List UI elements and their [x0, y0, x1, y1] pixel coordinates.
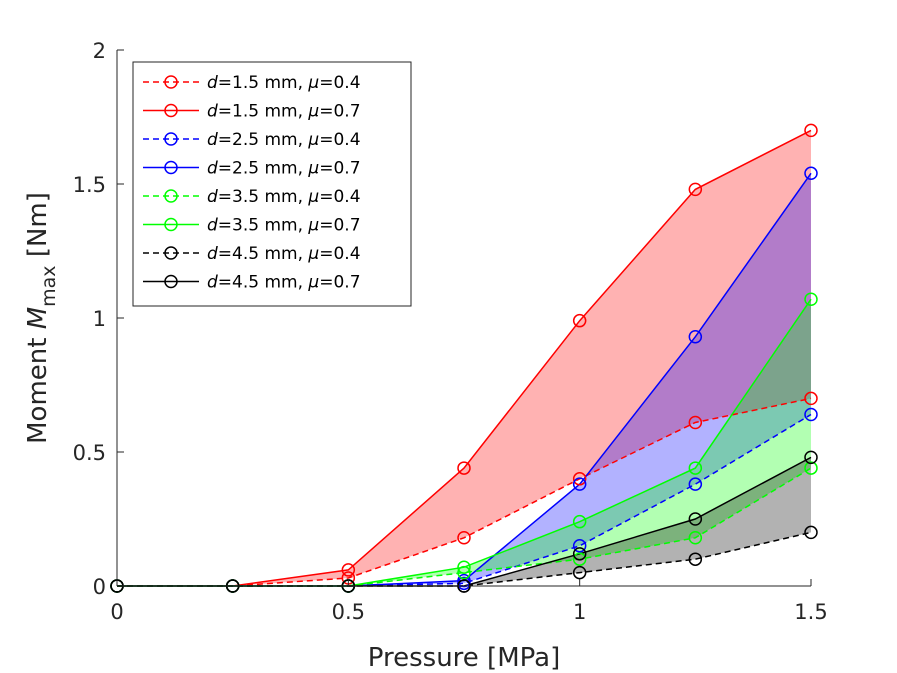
y-tick-label: 2 [93, 39, 106, 63]
series-1-point-6 [804, 123, 818, 138]
series-1-point-4 [572, 313, 587, 328]
legend-entry-2: d=2.5 mm, μ=0.4 [143, 130, 361, 150]
series-6-point-5 [688, 552, 703, 566]
legend-label-4: d=3.5 mm, μ=0.4 [207, 187, 361, 207]
axes: 0 0.5 1 1.5 0 0.5 1 1.5 2 Pressure [MPa] Moment Mm… [23, 39, 828, 673]
y-axis-label: Moment Mmax [Nm] [23, 192, 60, 444]
series-3-point-6 [804, 166, 818, 181]
x-tick-label: 0 [110, 600, 123, 624]
y-tick-label: 0 [93, 575, 106, 599]
series-4-point-6 [804, 461, 818, 475]
band-0 [117, 130, 811, 586]
legend-marker-6 [164, 246, 178, 260]
series-0-point-3 [457, 531, 471, 545]
series-4-point-3 [457, 565, 471, 580]
legend-entry-6: d=4.5 mm, μ=0.4 [143, 244, 361, 264]
legend-entry-0: d=1.5 mm, μ=0.4 [143, 73, 361, 93]
series-6-point-4 [572, 565, 587, 580]
x-tick-label: 1 [573, 600, 586, 624]
legend-label-6: d=4.5 mm, μ=0.4 [207, 244, 361, 264]
series-7-point-5 [688, 512, 703, 526]
series-5-point-4 [572, 514, 587, 529]
x-axis-label: Pressure [MPa] [368, 643, 560, 673]
x-tick-label: 0.5 [332, 600, 365, 624]
series-6-point-6 [804, 525, 818, 540]
series-4-point-4 [572, 552, 587, 566]
series-1-point-2 [341, 563, 356, 577]
band-3 [117, 457, 811, 586]
series-5-point-3 [457, 560, 471, 574]
series-0-point-4 [572, 472, 587, 486]
series-7-point-6 [804, 450, 818, 465]
band-1 [117, 173, 811, 587]
legend-entry-5: d=3.5 mm, μ=0.7 [143, 216, 361, 236]
legend-box [132, 61, 412, 307]
legend-entry-7: d=4.5 mm, μ=0.7 [143, 273, 361, 293]
legend-label-1: d=1.5 mm, μ=0.7 [207, 102, 361, 122]
legend-marker-3 [164, 160, 178, 175]
series-1-point-5 [688, 182, 703, 197]
series-4-point-5 [688, 531, 703, 545]
y-tick-label: 1.5 [73, 173, 106, 197]
legend-label-7: d=4.5 mm, μ=0.7 [207, 273, 361, 293]
legend-marker-2 [164, 132, 178, 146]
legend-entry-3: d=2.5 mm, μ=0.7 [143, 159, 361, 179]
legend: d=1.5 mm, μ=0.4 d=1.5 mm, μ=0.7 d=2.5 mm, … [132, 61, 412, 307]
legend-label-2: d=2.5 mm, μ=0.4 [207, 130, 361, 150]
y-tick-label: 0.5 [73, 441, 106, 465]
legend-marker-1 [164, 103, 178, 118]
series-3-point-3 [457, 573, 471, 588]
series-3-point-5 [688, 330, 703, 344]
legend-marker-7 [164, 274, 178, 289]
legend-marker-0 [164, 75, 178, 89]
legend-label-0: d=1.5 mm, μ=0.4 [207, 73, 361, 93]
legend-marker-5 [164, 217, 178, 232]
series-3-point-4 [572, 477, 587, 491]
series-2-point-4 [572, 539, 587, 553]
series-0-point-6 [804, 391, 818, 406]
series-1-point-3 [457, 461, 471, 475]
series-2-point-5 [688, 477, 703, 491]
series-5-point-5 [688, 461, 703, 475]
series-0-point-5 [688, 415, 703, 430]
series-2-point-6 [804, 407, 818, 422]
series-7-point-4 [572, 547, 587, 561]
series-5-point-6 [804, 292, 818, 306]
legend-marker-4 [164, 189, 178, 203]
legend-label-5: d=3.5 mm, μ=0.7 [207, 216, 361, 236]
x-tick-label: 1.5 [794, 600, 827, 624]
legend-label-3: d=2.5 mm, μ=0.7 [207, 159, 361, 179]
legend-entry-1: d=1.5 mm, μ=0.7 [143, 102, 361, 122]
legend-entry-4: d=3.5 mm, μ=0.4 [143, 187, 361, 207]
y-tick-label: 1 [93, 307, 106, 331]
